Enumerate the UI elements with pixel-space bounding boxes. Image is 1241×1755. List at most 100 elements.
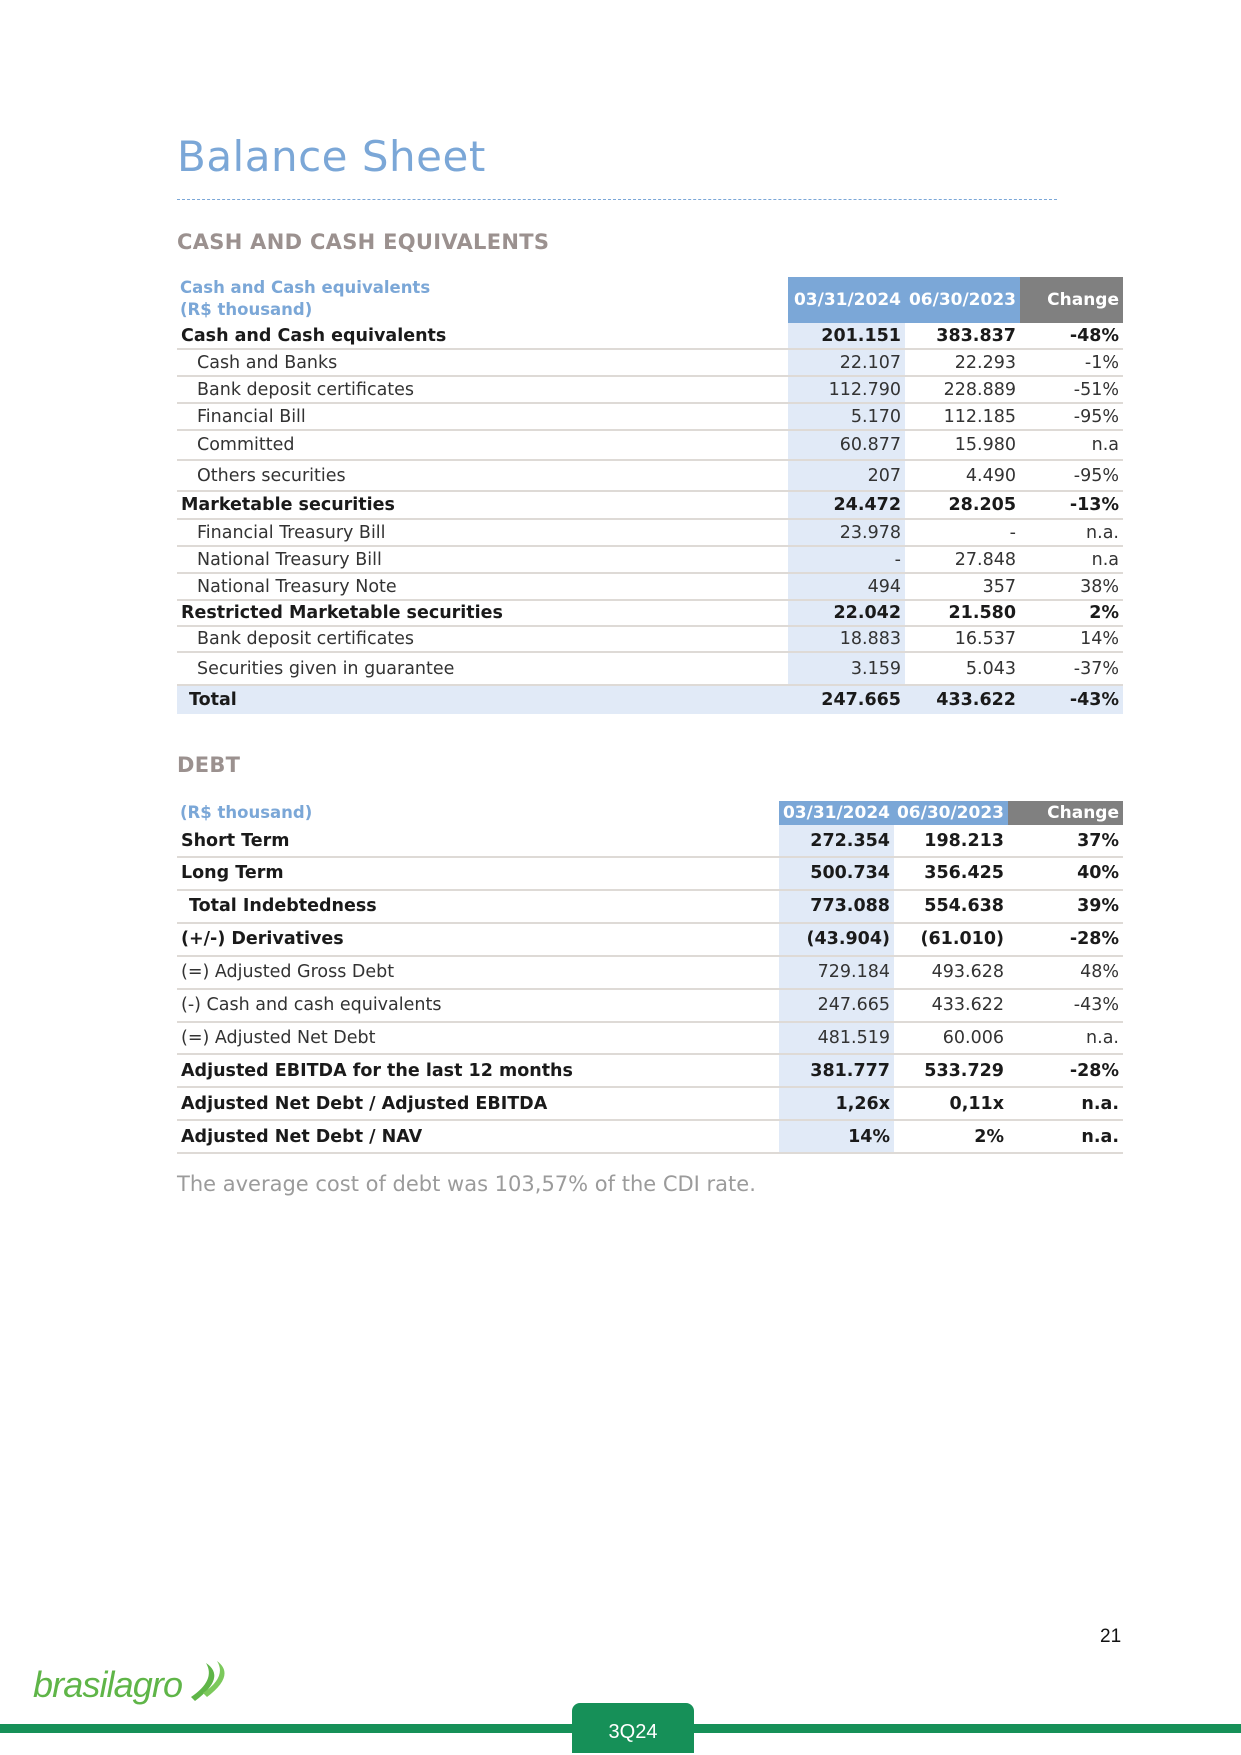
cash-table: Cash and Cash equivalents (R$ thousand) … <box>177 277 1123 714</box>
page-number: 21 <box>1100 1626 1122 1647</box>
value-06-30-2023: 2% <box>974 1126 1004 1147</box>
table-row: Restricted Marketable securities 22.042 … <box>177 601 1123 627</box>
table-row: Short Term 272.354 198.213 37% <box>177 825 1123 858</box>
brasilagro-logo: brasilagro <box>33 1661 225 1705</box>
row-label: Committed <box>197 435 295 455</box>
value-06-30-2023: 533.729 <box>924 1060 1004 1081</box>
cash-header-col2: 06/30/2023 <box>908 290 1016 310</box>
value-change: n.a <box>1091 549 1119 570</box>
value-06-30-2023: 112.185 <box>943 406 1016 427</box>
value-change: 14% <box>1080 629 1119 649</box>
value-03-31-2024: 22.042 <box>833 603 901 623</box>
row-label: Bank deposit certificates <box>197 379 415 400</box>
row-label: Marketable securities <box>181 495 395 515</box>
row-label: Others securities <box>197 465 346 486</box>
value-06-30-2023: 15.980 <box>954 435 1016 455</box>
value-03-31-2024: 5.170 <box>850 406 901 427</box>
value-change: -95% <box>1073 406 1119 427</box>
value-03-31-2024: 729.184 <box>817 962 890 983</box>
value-06-30-2023: 383.837 <box>936 325 1016 346</box>
row-label: Cash and Banks <box>197 352 338 373</box>
value-change: 38% <box>1080 576 1119 597</box>
value-change: -51% <box>1073 379 1119 400</box>
value-06-30-2023: 198.213 <box>924 830 1004 851</box>
debt-section-title: DEBT <box>177 753 241 777</box>
table-row: Bank deposit certificates 18.883 16.537 … <box>177 627 1123 653</box>
cash-header-label-1: Cash and Cash equivalents <box>180 278 431 297</box>
value-06-30-2023: 433.622 <box>931 995 1004 1015</box>
table-row: (-) Cash and cash equivalents 247.665 43… <box>177 990 1123 1023</box>
table-row: National Treasury Note 494 357 38% <box>177 574 1123 601</box>
debt-header-change: Change <box>1008 801 1123 825</box>
value-change: -43% <box>1073 995 1119 1015</box>
row-label: Cash and Cash equivalents <box>181 325 447 346</box>
row-label: Adjusted EBITDA for the last 12 months <box>181 1060 573 1081</box>
value-06-30-2023: (61.010) <box>920 929 1004 950</box>
value-06-30-2023: 0,11x <box>949 1093 1004 1114</box>
debt-header-col2: 06/30/2023 <box>894 801 1008 825</box>
value-03-31-2024: 24.472 <box>833 495 901 515</box>
table-row: Cash and Banks 22.107 22.293 -1% <box>177 350 1123 377</box>
quarter-tab: 3Q24 <box>572 1703 694 1753</box>
svg-text:brasilagro: brasilagro <box>33 1664 183 1705</box>
row-label: National Treasury Bill <box>197 549 382 570</box>
row-label: (=) Adjusted Gross Debt <box>181 962 395 983</box>
table-row: Adjusted Net Debt / Adjusted EBITDA 1,26… <box>177 1088 1123 1122</box>
value-03-31-2024: 14% <box>848 1126 890 1147</box>
debt-cost-note: The average cost of debt was 103,57% of … <box>177 1172 756 1196</box>
value-change: -95% <box>1073 465 1119 486</box>
value-03-31-2024: 773.088 <box>810 896 890 917</box>
value-03-31-2024: 207 <box>867 465 901 486</box>
value-06-30-2023: 22.293 <box>954 352 1016 373</box>
row-label: Long Term <box>181 863 284 884</box>
value-06-30-2023: 27.848 <box>954 549 1016 570</box>
table-row: Bank deposit certificates 112.790 228.88… <box>177 377 1123 404</box>
row-label: (+/-) Derivatives <box>181 929 344 950</box>
table-row: Marketable securities 24.472 28.205 -13% <box>177 492 1123 520</box>
value-change: -37% <box>1073 658 1119 679</box>
value-03-31-2024: 3.159 <box>850 658 901 679</box>
table-row: Long Term 500.734 356.425 40% <box>177 858 1123 891</box>
value-03-31-2024: 1,26x <box>835 1093 890 1114</box>
table-row: Financial Bill 5.170 112.185 -95% <box>177 404 1123 431</box>
row-label: Adjusted Net Debt / NAV <box>181 1126 423 1147</box>
table-row: Financial Treasury Bill 23.978 - n.a. <box>177 520 1123 547</box>
value-06-30-2023: 5.043 <box>965 658 1016 679</box>
cash-col1-tint <box>788 323 905 688</box>
value-03-31-2024: 60.877 <box>839 435 901 455</box>
value-03-31-2024: 494 <box>867 576 901 597</box>
value-change: 40% <box>1077 863 1119 884</box>
value-03-31-2024: 112.790 <box>828 379 901 400</box>
cash-total-row: Total 247.665 433.622 -43% <box>177 686 1123 714</box>
value-06-30-2023: 493.628 <box>931 962 1004 983</box>
cash-header-label-2: (R$ thousand) <box>180 300 313 319</box>
value-change: 48% <box>1080 962 1119 983</box>
value-change: 37% <box>1077 830 1119 851</box>
row-label: Total <box>189 690 237 710</box>
table-row: Securities given in guarantee 3.159 5.04… <box>177 653 1123 686</box>
row-label: (-) Cash and cash equivalents <box>181 995 442 1015</box>
table-row: Adjusted EBITDA for the last 12 months 3… <box>177 1055 1123 1089</box>
cash-header-change: Change <box>1020 277 1123 323</box>
debt-header-label: (R$ thousand) <box>180 803 313 822</box>
value-06-30-2023: 433.622 <box>936 690 1016 710</box>
value-change: n.a. <box>1081 1093 1119 1114</box>
table-row: Adjusted Net Debt / NAV 14% 2% n.a. <box>177 1121 1123 1155</box>
value-03-31-2024: 22.107 <box>839 352 901 373</box>
row-label: Adjusted Net Debt / Adjusted EBITDA <box>181 1093 548 1114</box>
value-06-30-2023: 357 <box>982 576 1016 597</box>
table-row: Others securities 207 4.490 -95% <box>177 461 1123 492</box>
table-row: Committed 60.877 15.980 n.a <box>177 431 1123 461</box>
value-change: -43% <box>1069 690 1119 710</box>
row-label: Total Indebtedness <box>189 896 377 917</box>
table-row: (=) Adjusted Gross Debt 729.184 493.628 … <box>177 957 1123 990</box>
table-row: National Treasury Bill - 27.848 n.a <box>177 547 1123 574</box>
value-03-31-2024: 247.665 <box>821 690 901 710</box>
value-03-31-2024: 201.151 <box>821 325 901 346</box>
value-change: n.a. <box>1086 1027 1119 1048</box>
value-03-31-2024: - <box>894 549 901 570</box>
value-03-31-2024: 500.734 <box>810 863 890 884</box>
value-change: 2% <box>1089 603 1119 623</box>
debt-header-col1: 03/31/2024 <box>779 801 894 825</box>
